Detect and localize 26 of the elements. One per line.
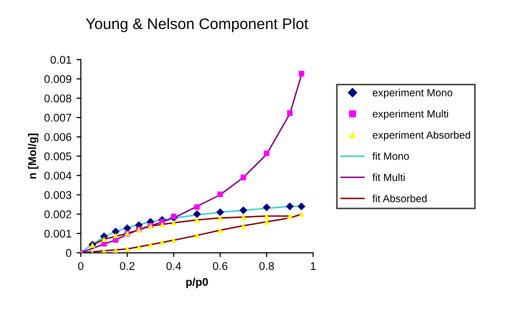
x-tick-label: 0.4 (166, 262, 182, 270)
legend-label: fit Absorbed (372, 194, 427, 202)
y-tick-label: 0.007 (44, 114, 72, 122)
y-tick-label: 0.001 (44, 230, 72, 238)
legend-label: experiment Multi (372, 110, 448, 120)
x-tick-label: 1 (310, 262, 316, 270)
y-tick-label: 0 (66, 249, 72, 257)
chart-title: Young & Nelson Component Plot (86, 18, 308, 32)
y-tick-label: 0.008 (44, 94, 72, 102)
y-tick-label: 0.006 (44, 133, 72, 141)
y-tick-label: 0.01 (50, 56, 72, 64)
y-axis-title: n [Mol/g] (28, 134, 38, 179)
legend-label: fit Mono (372, 152, 409, 160)
x-tick-label: 0.6 (212, 262, 228, 270)
y-tick-label: 0.003 (44, 191, 72, 199)
x-tick-label: 0.8 (259, 262, 274, 270)
y-tick-label: 0.005 (44, 152, 72, 160)
y-tick-label: 0.004 (44, 172, 72, 180)
y-tick-label: 0.002 (44, 210, 72, 218)
x-tick-label: 0.2 (120, 262, 134, 270)
legend-label: fit Multi (372, 173, 405, 182)
legend-label: experiment Mono (372, 88, 452, 98)
x-axis-title: p/p0 (186, 278, 208, 288)
y-tick-label: 0.009 (44, 75, 72, 84)
x-tick-label: 0 (78, 262, 84, 270)
legend-label: experiment Absorbed (372, 131, 470, 141)
